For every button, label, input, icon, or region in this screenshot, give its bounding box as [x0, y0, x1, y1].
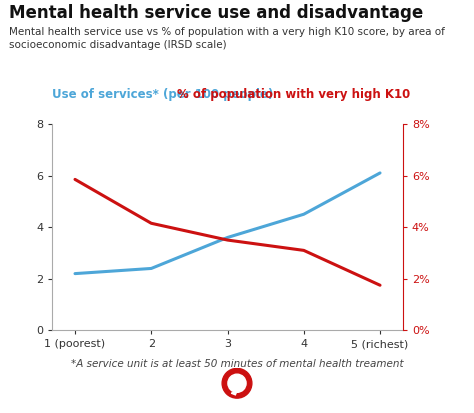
Text: Mental health service use and disadvantage: Mental health service use and disadvanta…: [9, 4, 424, 22]
Circle shape: [222, 368, 252, 398]
Text: Mental health service use vs % of population with a very high K10 score, by area: Mental health service use vs % of popula…: [9, 27, 446, 50]
Text: *A service unit is at least 50 minutes of mental health treament: *A service unit is at least 50 minutes o…: [71, 359, 403, 369]
Text: % of population with very high K10: % of population with very high K10: [177, 88, 410, 101]
Polygon shape: [229, 392, 238, 396]
Polygon shape: [231, 391, 237, 395]
Circle shape: [228, 374, 246, 392]
Text: Use of services* (per 100 people): Use of services* (per 100 people): [52, 88, 273, 101]
